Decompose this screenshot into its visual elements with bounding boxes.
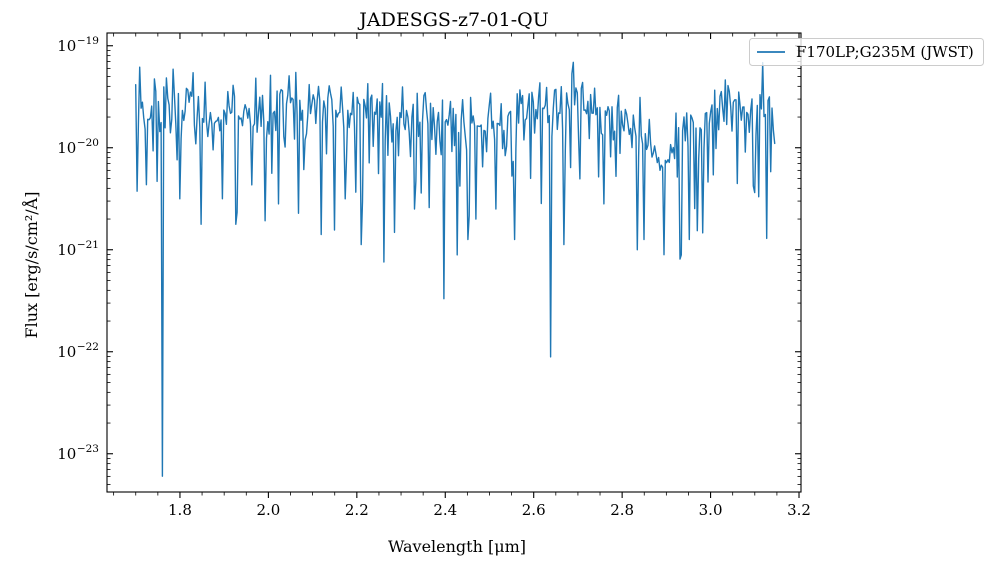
y-tick-label: 10−23 bbox=[57, 443, 99, 463]
y-tick-label: 10−20 bbox=[57, 137, 99, 157]
legend-box bbox=[749, 38, 984, 66]
x-tick-label: 2.2 bbox=[345, 501, 369, 519]
chart-title: JADESGS-z7-01-QU bbox=[357, 9, 548, 31]
spectrum-line bbox=[135, 61, 776, 477]
x-tick-label: 2.0 bbox=[256, 501, 280, 519]
y-tick-label: 10−21 bbox=[57, 239, 99, 259]
y-tick-label: 10−22 bbox=[57, 341, 99, 361]
x-axis-label: Wavelength [μm] bbox=[388, 537, 526, 556]
x-tick-label: 3.2 bbox=[787, 501, 811, 519]
plot-area bbox=[135, 61, 776, 477]
y-axis-label: Flux [erg/s/cm²/Å] bbox=[21, 192, 41, 339]
x-tick-label: 2.8 bbox=[610, 501, 634, 519]
x-tick-label: 3.0 bbox=[699, 501, 723, 519]
axis-ticks: 1.8 2.0 2.2 2.4 2.6 2.8 3.0 3.2 10−23 10−22 10−21 1… bbox=[57, 33, 811, 519]
y-tick-label: 10−19 bbox=[57, 35, 99, 55]
x-tick-label: 2.4 bbox=[433, 501, 457, 519]
x-tick-label: 1.8 bbox=[168, 501, 192, 519]
legend: F170LP;G235M (JWST) bbox=[749, 38, 984, 66]
x-tick-label: 2.6 bbox=[522, 501, 546, 519]
legend-label: F170LP;G235M (JWST) bbox=[796, 43, 974, 61]
plot-frame bbox=[106, 32, 802, 493]
